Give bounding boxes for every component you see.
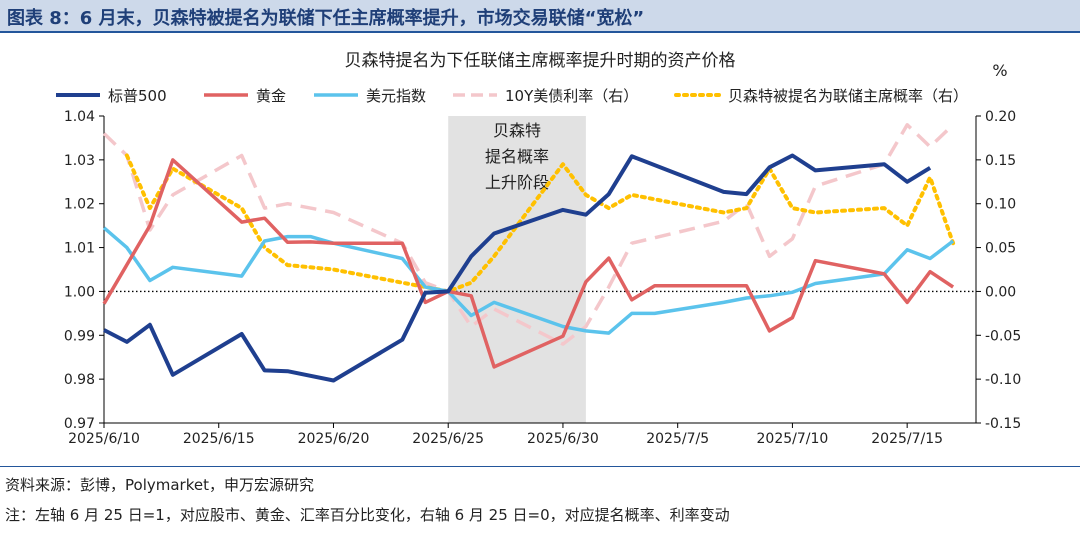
series-line-1 xyxy=(103,153,932,383)
y-left-tick-label: 1.01 xyxy=(64,241,95,257)
shaded-region-label: 贝森特 xyxy=(493,121,541,140)
y-left-tick-label: 1.03 xyxy=(64,153,95,169)
y-left-tick-label: 0.97 xyxy=(64,416,95,432)
legend-label: 10Y美债利率（右） xyxy=(505,87,638,105)
y-right-tick-label: -0.15 xyxy=(985,416,1021,432)
y-left-tick-label: 1.00 xyxy=(64,284,95,300)
x-tick-label: 2025/7/15 xyxy=(871,431,943,447)
footnote: 注：左轴 6 月 25 日=1，对应股市、黄金、汇率百分比变化，右轴 6 月 2… xyxy=(5,506,730,524)
y-left-tick-label: 0.99 xyxy=(64,328,95,344)
y-right-tick-label: 0.15 xyxy=(985,153,1016,169)
x-tick-label: 2025/7/5 xyxy=(646,431,709,447)
legend-label: 黄金 xyxy=(256,87,286,105)
y-right-tick-label: -0.10 xyxy=(985,372,1021,388)
y-right-tick-label: 0.00 xyxy=(985,284,1016,300)
shaded-region-label: 提名概率 xyxy=(485,147,549,166)
series-line-5 xyxy=(124,153,956,294)
x-tick-label: 2025/6/10 xyxy=(68,431,140,447)
y-left-tick-label: 0.98 xyxy=(64,372,95,388)
figure-title: 图表 8：6 月末，贝森特被提名为联储下任主席概率提升，市场交易联储“宽松” xyxy=(7,8,645,29)
x-tick-label: 2025/6/20 xyxy=(298,431,370,447)
x-tick-label: 2025/6/15 xyxy=(183,431,255,447)
footer-divider xyxy=(0,466,1080,467)
legend-label: 贝森特被提名为联储主席概率（右） xyxy=(728,87,968,105)
right-axis-unit: % xyxy=(992,61,1007,80)
legend-label: 标普500 xyxy=(108,87,167,105)
y-left-tick-label: 1.02 xyxy=(64,197,95,213)
x-tick-label: 2025/6/25 xyxy=(412,431,484,447)
header-bar: 图表 8：6 月末，贝森特被提名为联储下任主席概率提升，市场交易联储“宽松” xyxy=(0,0,1080,33)
y-right-tick-label: 0.05 xyxy=(985,241,1016,257)
y-right-tick-label: 0.10 xyxy=(985,197,1016,213)
legend-label: 美元指数 xyxy=(366,87,426,105)
y-right-tick-label: -0.05 xyxy=(985,328,1021,344)
x-tick-label: 2025/7/10 xyxy=(757,431,829,447)
y-right-tick-label: 0.20 xyxy=(985,109,1016,125)
shaded-region-label: 上升阶段 xyxy=(485,173,549,192)
source-note: 资料来源：彭博，Polymarket，申万宏源研究 xyxy=(5,476,314,494)
series-line-2 xyxy=(102,158,955,369)
chart-title: 贝森特提名为下任联储主席概率提升时期的资产价格 xyxy=(344,51,736,71)
y-left-tick-label: 1.04 xyxy=(64,109,95,125)
series-line-4 xyxy=(102,123,955,346)
x-tick-label: 2025/6/30 xyxy=(527,431,599,447)
